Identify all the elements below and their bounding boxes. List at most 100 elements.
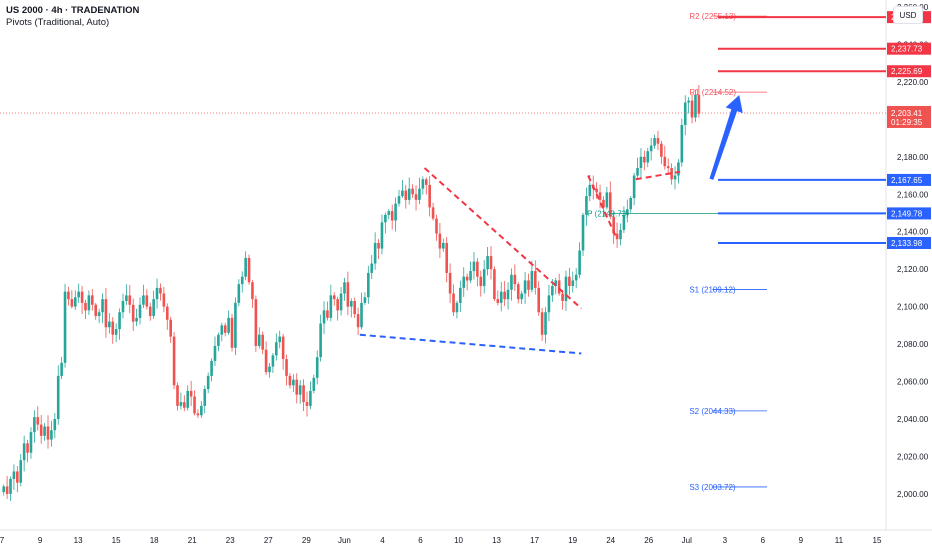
x-tick-label: 6 xyxy=(761,536,766,545)
candle-body xyxy=(435,218,438,234)
pivot-label-p: P (2149.73) xyxy=(587,209,629,218)
candle-body xyxy=(285,359,288,376)
candle-body xyxy=(561,293,564,302)
candle-body xyxy=(431,207,435,219)
candle-body xyxy=(165,306,169,320)
candle-body xyxy=(653,138,656,146)
candle-body xyxy=(428,184,431,208)
x-tick-label: 15 xyxy=(112,536,121,545)
candle-body xyxy=(227,317,230,333)
candle-body xyxy=(63,291,67,363)
x-tick-label: 18 xyxy=(150,536,159,545)
x-tick-label: 17 xyxy=(530,536,539,545)
pivot-label-s1: S1 (2109.12) xyxy=(689,286,736,295)
candle-body xyxy=(138,304,142,318)
candle-body xyxy=(217,334,220,346)
y-tick-label: 2,160.00 xyxy=(897,190,929,199)
trendline-blue xyxy=(359,333,582,355)
y-tick-label: 2,020.00 xyxy=(897,452,929,461)
current-price-label-bg xyxy=(887,105,931,128)
candle-body xyxy=(660,143,663,157)
candle-body xyxy=(568,276,571,287)
level-label-bg xyxy=(887,207,931,220)
candle-body xyxy=(343,282,346,294)
y-tick-label: 2,000.00 xyxy=(897,490,929,499)
x-tick-label: 13 xyxy=(74,536,83,545)
x-tick-label: 6 xyxy=(418,536,423,545)
candle-body xyxy=(452,293,455,313)
candle-body xyxy=(322,310,326,324)
x-tick-label: 10 xyxy=(454,536,463,545)
candle-body xyxy=(465,276,469,281)
candle-body xyxy=(131,304,135,322)
y-tick-label: 2,120.00 xyxy=(897,265,929,274)
candle-body xyxy=(257,334,261,346)
candle-body xyxy=(649,145,653,152)
level-label: 2,225.69 xyxy=(891,67,923,76)
candle-body xyxy=(135,317,138,322)
candle-body xyxy=(43,426,46,436)
candle-body xyxy=(493,269,496,300)
pivot-label-r1: R1 (2214.52) xyxy=(689,88,736,97)
candle-body xyxy=(363,297,367,303)
candle-body xyxy=(329,295,333,318)
candle-body xyxy=(574,274,578,281)
x-tick-label: 27 xyxy=(264,536,273,545)
candle-body xyxy=(251,282,254,300)
x-tick-label: Jun xyxy=(338,536,351,545)
candle-body xyxy=(121,301,125,313)
candle-body xyxy=(26,443,29,453)
candle-body xyxy=(234,302,237,348)
level-label: 2,237.73 xyxy=(891,45,923,54)
candle-body xyxy=(305,402,309,406)
candle-body xyxy=(530,271,534,290)
indicator-label[interactable]: Pivots (Traditional, Auto) xyxy=(6,17,110,28)
candle-body xyxy=(91,295,94,305)
candle-body xyxy=(551,286,554,296)
candle-body xyxy=(670,168,673,180)
candle-body xyxy=(5,486,9,494)
candle-body xyxy=(520,293,523,300)
candle-body xyxy=(694,95,697,118)
candle-body xyxy=(2,486,6,493)
candle-body xyxy=(60,362,63,376)
candle-body xyxy=(489,256,493,270)
y-tick-label: 2,040.00 xyxy=(897,415,929,424)
candle-body xyxy=(349,301,353,307)
candle-body xyxy=(544,312,547,335)
candle-body xyxy=(172,336,176,386)
candle-body xyxy=(148,306,152,316)
candle-body xyxy=(595,188,598,193)
candle-body xyxy=(271,355,275,367)
pivot-label-s3: S3 (2003.72) xyxy=(689,483,736,492)
candle-body xyxy=(213,345,217,361)
candle-body xyxy=(87,295,91,311)
candle-body xyxy=(472,261,476,272)
candle-body xyxy=(636,168,639,176)
candle-body xyxy=(189,390,193,397)
x-tick-label: 15 xyxy=(873,536,882,545)
candle-body xyxy=(639,156,643,169)
candle-body xyxy=(356,314,360,328)
x-tick-label: 19 xyxy=(568,536,577,545)
candle-body xyxy=(384,214,387,223)
candle-body xyxy=(448,272,452,294)
candle-body xyxy=(22,443,26,461)
candle-body xyxy=(220,325,224,335)
candle-body xyxy=(254,299,258,346)
candle-body xyxy=(373,242,377,264)
candle-body xyxy=(401,190,404,197)
candle-body xyxy=(169,319,172,337)
x-tick-label: 23 xyxy=(226,536,235,545)
currency-button[interactable]: USD xyxy=(893,6,923,24)
candle-body xyxy=(394,203,397,221)
x-tick-label: Jul xyxy=(682,536,692,545)
candle-body xyxy=(411,188,414,195)
x-tick-label: 13 xyxy=(492,536,501,545)
candle-body xyxy=(302,385,305,403)
candle-body xyxy=(183,402,186,408)
candle-body xyxy=(309,390,312,406)
candle-body xyxy=(516,284,520,300)
candle-body xyxy=(585,196,588,215)
candle-body xyxy=(421,179,425,189)
